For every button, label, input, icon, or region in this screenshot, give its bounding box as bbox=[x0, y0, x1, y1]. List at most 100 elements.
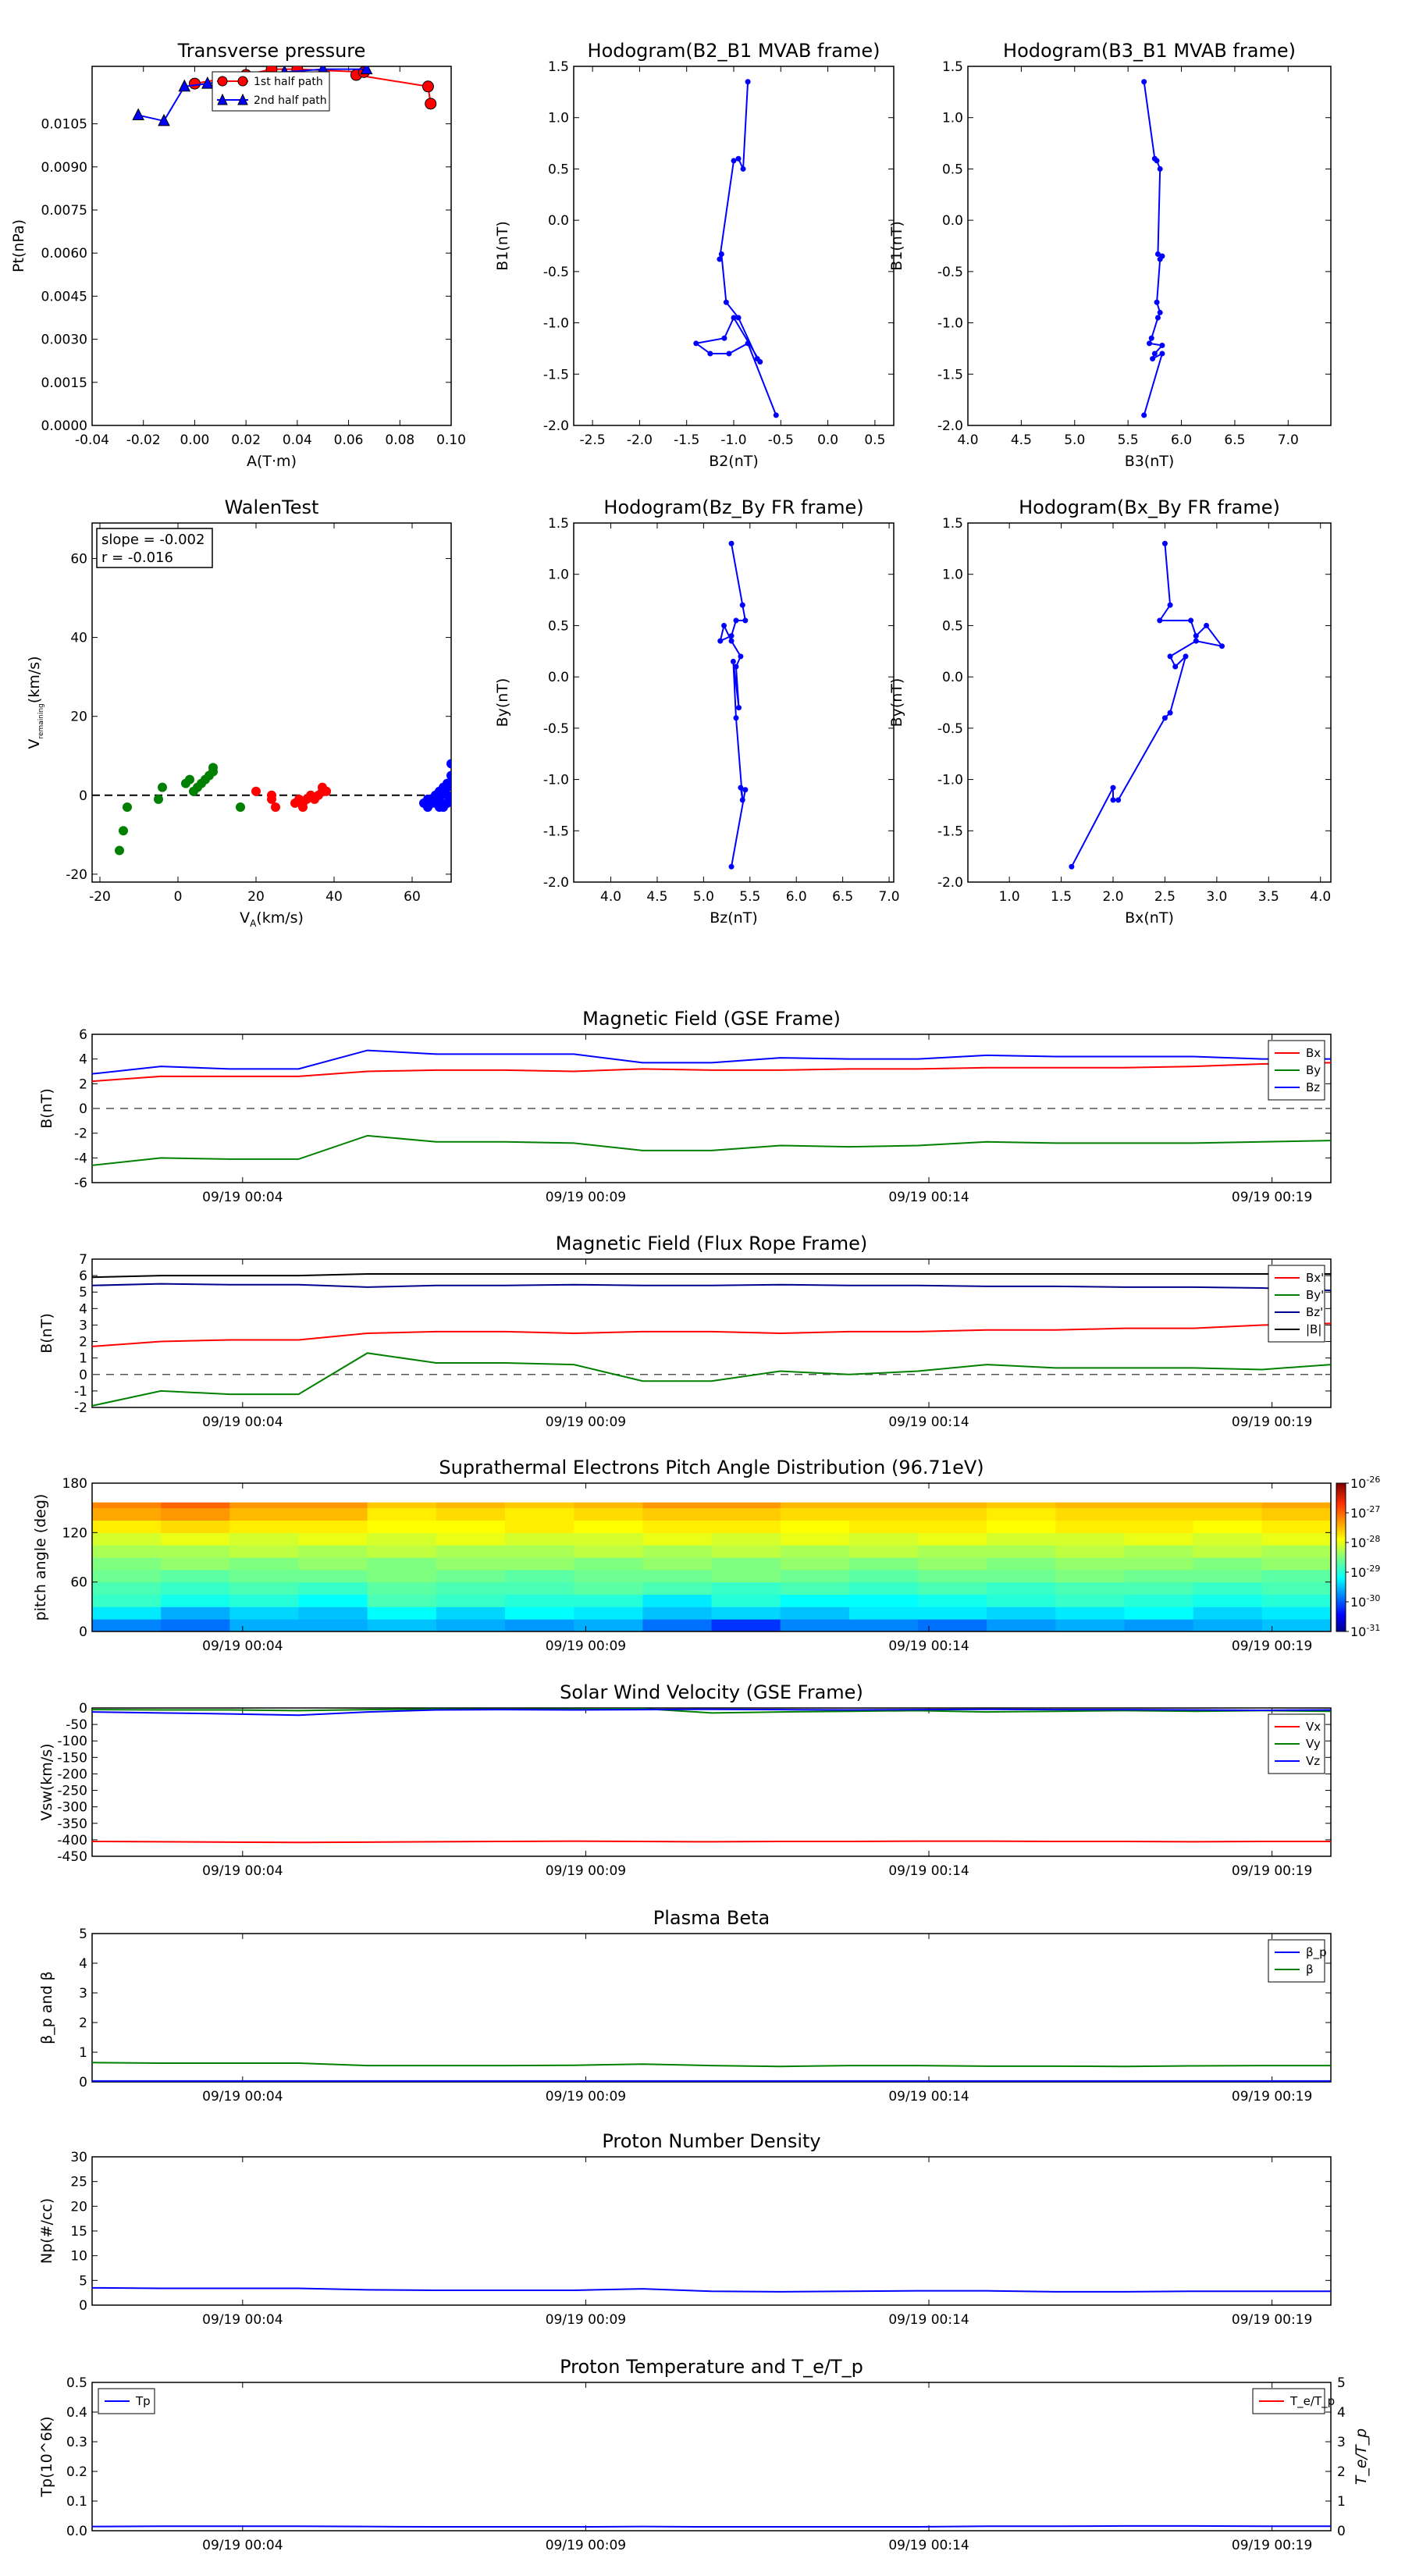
legend-label: By bbox=[1306, 1063, 1321, 1077]
legend-label: 1st half path bbox=[254, 76, 323, 88]
panel-h4: Hodogram(Bx_By FR frame) -2.0 -1.5 -1.0 -0.5… bbox=[888, 496, 1332, 927]
point-2nd-half bbox=[158, 113, 170, 126]
hodogram-point bbox=[1157, 256, 1163, 262]
x-axis-label: B2(nT) bbox=[709, 453, 759, 470]
hodogram-point bbox=[742, 617, 749, 624]
legend-label: Bx' bbox=[1306, 1271, 1324, 1285]
colorbar-base: 10 bbox=[1350, 1624, 1366, 1639]
heatmap-cell bbox=[1055, 1557, 1125, 1571]
heatmap-cell bbox=[298, 1606, 368, 1620]
x-tick-label: -0.5 bbox=[768, 432, 794, 448]
hodogram-point bbox=[1157, 309, 1163, 315]
hodogram-point bbox=[1115, 797, 1122, 803]
hodogram-point bbox=[1150, 356, 1156, 362]
heatmap-cell bbox=[780, 1545, 850, 1558]
heatmap-cell bbox=[367, 1619, 437, 1632]
x-tick-label: 6.0 bbox=[1171, 432, 1192, 448]
axes-frame bbox=[91, 2156, 1332, 2306]
heatmap-cell bbox=[1124, 1594, 1194, 1607]
y-tick-label: -1.0 bbox=[543, 773, 569, 788]
x-tick-label: 0.04 bbox=[283, 432, 312, 448]
y-tick-label: 15 bbox=[70, 2224, 87, 2240]
walen-point bbox=[427, 798, 436, 808]
hodogram-point bbox=[1110, 797, 1116, 803]
x-tick-label: 09/19 00:09 bbox=[546, 2089, 626, 2105]
hodogram-point bbox=[745, 340, 751, 347]
heatmap-cell bbox=[642, 1594, 712, 1607]
heatmap-cell bbox=[780, 1606, 850, 1620]
y-tick-label: 2 bbox=[79, 1076, 87, 1092]
heatmap-cell bbox=[92, 1582, 162, 1595]
y-right-tick-label: 1 bbox=[1337, 2494, 1346, 2510]
x-tick-label: 0 bbox=[174, 889, 183, 905]
y-tick-label: 0.1 bbox=[66, 2494, 87, 2510]
hodogram-point bbox=[1151, 350, 1158, 357]
x-tick-label: 6.0 bbox=[786, 889, 807, 905]
y-tick-label: 20 bbox=[70, 2199, 87, 2215]
y-tick-label: 4 bbox=[79, 1052, 87, 1068]
y-tick-label: 0.0 bbox=[942, 670, 963, 685]
y-tick-label: 0.5 bbox=[548, 618, 569, 634]
hodogram-point bbox=[1148, 335, 1154, 341]
legend-box bbox=[212, 71, 330, 112]
heatmap-cell bbox=[918, 1619, 987, 1632]
x-tick-label: 09/19 00:09 bbox=[546, 2312, 626, 2328]
heatmap-cell bbox=[1055, 1507, 1125, 1521]
y-tick-label: 5 bbox=[79, 2273, 87, 2289]
heatmap-cell bbox=[161, 1606, 230, 1620]
y-tick-label: 6 bbox=[79, 1268, 87, 1284]
x-tick-label: 1.0 bbox=[999, 889, 1020, 905]
heatmap-cell bbox=[505, 1569, 574, 1583]
legend-marker bbox=[217, 93, 228, 105]
heatmap-cell bbox=[711, 1594, 781, 1607]
y-tick-label: 1.0 bbox=[548, 568, 569, 583]
walen-point bbox=[446, 770, 451, 781]
heatmap-cell bbox=[92, 1594, 162, 1607]
heatmap-cell bbox=[642, 1507, 712, 1521]
heatmap-cell bbox=[987, 1606, 1056, 1620]
legend-label: β bbox=[1306, 1962, 1314, 1976]
y-tick-label: -50 bbox=[66, 1717, 87, 1733]
heatmap-cell bbox=[848, 1557, 919, 1571]
heatmap-cell bbox=[574, 1619, 643, 1632]
heatmap-cell bbox=[848, 1545, 919, 1558]
hodogram-point bbox=[1141, 79, 1147, 85]
y-tick-label: 0.0 bbox=[548, 670, 569, 685]
annotation-r: r = -0.016 bbox=[101, 550, 173, 566]
hodogram-point bbox=[773, 412, 779, 418]
x-tick-label: 1.5 bbox=[1051, 889, 1072, 905]
heatmap-cell bbox=[642, 1532, 712, 1546]
y-tick-label: 0.3 bbox=[66, 2435, 87, 2450]
walen-point bbox=[431, 790, 440, 800]
heatmap-cell bbox=[161, 1582, 230, 1595]
heatmap-cell bbox=[574, 1545, 643, 1558]
legend-label: Tp bbox=[135, 2394, 151, 2408]
heatmap-cell bbox=[1261, 1520, 1332, 1533]
annotation-slope: slope = -0.002 bbox=[101, 532, 205, 548]
heatmap-cell bbox=[92, 1520, 162, 1533]
heatmap-cell bbox=[161, 1557, 230, 1571]
series-Bx bbox=[91, 1062, 1332, 1083]
y-label-sub: remaining bbox=[37, 703, 45, 738]
y-tick-label: -0.5 bbox=[937, 721, 963, 737]
point-2nd-half bbox=[360, 66, 373, 75]
heatmap-cell bbox=[848, 1594, 919, 1607]
axes-frame bbox=[573, 522, 895, 883]
heatmap-cell bbox=[161, 1569, 230, 1583]
y-tick-label: -0.5 bbox=[543, 721, 569, 737]
y-tick-label: -450 bbox=[57, 1849, 87, 1865]
heatmap-cell bbox=[298, 1532, 368, 1546]
chart-title: Magnetic Field (Flux Rope Frame) bbox=[556, 1233, 867, 1254]
legend-marker bbox=[237, 76, 248, 87]
heatmap-cell bbox=[505, 1582, 574, 1595]
heatmap-cell bbox=[436, 1569, 506, 1583]
hodogram-point bbox=[739, 797, 745, 803]
point-2nd-half bbox=[201, 76, 214, 89]
x-tick-label: 09/19 00:09 bbox=[546, 1863, 626, 1879]
heatmap-cell bbox=[436, 1582, 506, 1595]
heatmap-cell bbox=[92, 1545, 162, 1558]
x-tick-label: 7.0 bbox=[879, 889, 900, 905]
y-tick-label: 0.0090 bbox=[41, 160, 87, 176]
legend-label: Vy bbox=[1306, 1737, 1321, 1751]
hodogram-point bbox=[1161, 715, 1168, 721]
